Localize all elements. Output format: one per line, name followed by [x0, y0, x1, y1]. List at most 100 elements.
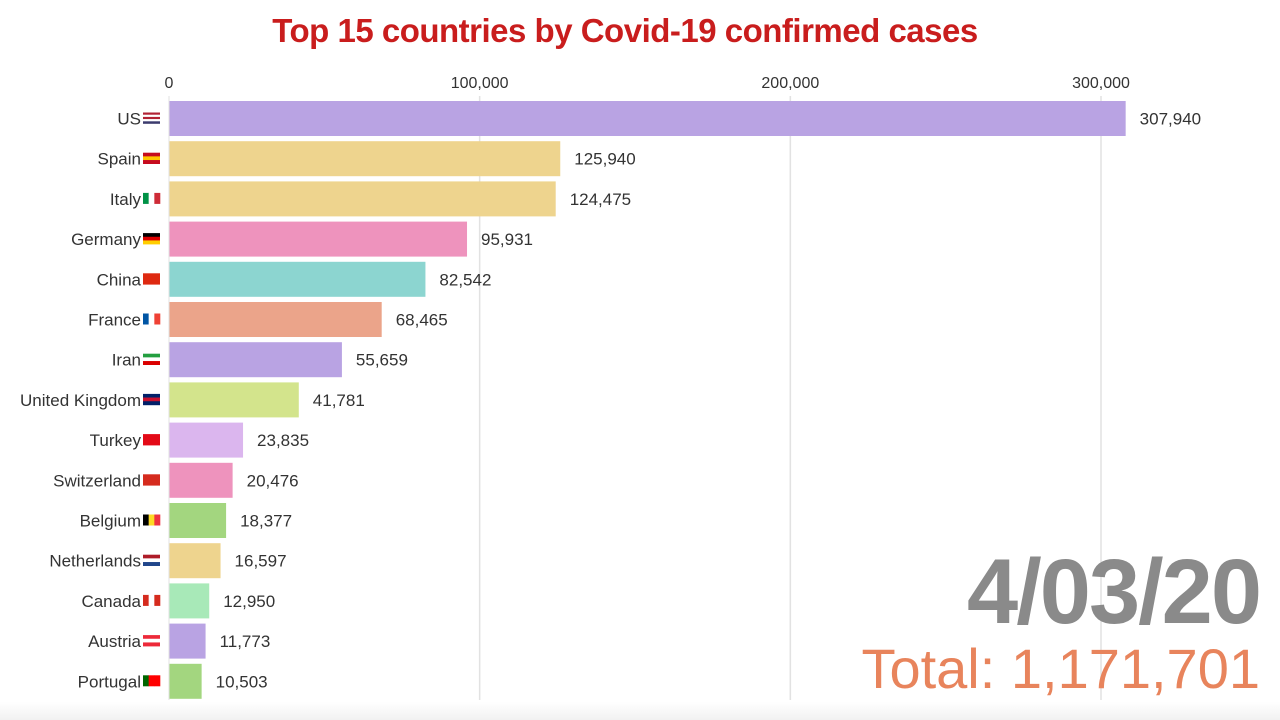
bar-spain: [169, 141, 561, 177]
country-label: Switzerland: [53, 471, 141, 490]
flag-stripe: [143, 116, 160, 120]
flag-stripe: [148, 675, 155, 687]
flag-stripe: [143, 594, 149, 606]
total-label: Total: 1,171,701: [861, 637, 1260, 700]
flag-stripe: [148, 594, 155, 606]
chart-title: Top 15 countries by Covid-19 confirmed c…: [272, 12, 978, 49]
flag-stripe: [143, 361, 160, 365]
flag-stripe: [143, 233, 160, 238]
flag-stripe: [143, 558, 160, 563]
flag-stripe: [154, 675, 161, 687]
flag-stripe: [148, 514, 155, 526]
bar-china: [169, 261, 426, 297]
flag-icon: [143, 192, 161, 204]
country-label: Italy: [110, 190, 142, 209]
value-label: 307,940: [1140, 110, 1201, 129]
value-label: 68,465: [396, 311, 448, 330]
flag-stripe: [143, 152, 160, 157]
flag-stripe: [148, 313, 155, 325]
bar-us: [169, 101, 1126, 136]
bar-switzerland: [169, 462, 233, 498]
flag-icon: [143, 635, 160, 647]
flag-stripe: [143, 114, 160, 118]
flag-icon: [143, 594, 161, 606]
flag-stripe: [143, 192, 149, 204]
country-label: United Kingdom: [20, 391, 141, 410]
flag-stripe: [143, 642, 160, 647]
flag-icon: [143, 233, 160, 245]
flag-stripe: [143, 635, 160, 640]
flag-icon: [143, 112, 160, 124]
flag-stripe: [143, 156, 160, 161]
country-label: China: [97, 270, 142, 289]
flag-icon: [143, 514, 161, 526]
flag-stripe: [143, 514, 149, 526]
bar-germany: [169, 221, 468, 257]
flag-stripe: [143, 353, 160, 358]
bar-austria: [169, 623, 206, 659]
country-label: Belgium: [80, 512, 141, 531]
flag-icon: [143, 675, 161, 687]
x-tick-label: 100,000: [451, 75, 509, 92]
flag-stripe: [143, 434, 160, 446]
country-label: Turkey: [90, 431, 142, 450]
country-label: Portugal: [78, 672, 141, 691]
flag-stripe: [143, 638, 160, 643]
value-label: 12,950: [223, 592, 275, 611]
flag-stripe: [143, 121, 160, 124]
flag-icon: [143, 152, 160, 164]
bar-belgium: [169, 503, 227, 538]
flag-icon: [143, 434, 160, 446]
flag-stripe: [154, 313, 161, 325]
country-label: Netherlands: [49, 552, 141, 571]
flag-stripe: [143, 240, 160, 245]
country-label: Canada: [81, 592, 141, 611]
country-label: Spain: [98, 150, 141, 169]
flag-stripe: [143, 160, 160, 164]
value-label: 16,597: [235, 552, 287, 571]
value-label: 18,377: [240, 512, 292, 531]
value-label: 20,476: [247, 471, 299, 490]
value-label: 41,781: [313, 391, 365, 410]
country-label: Austria: [88, 632, 141, 651]
flag-stripe: [143, 119, 160, 122]
value-label: 124,475: [570, 190, 631, 209]
x-tick-label: 300,000: [1072, 75, 1130, 92]
flag-stripe: [143, 393, 160, 398]
flag-stripe: [143, 675, 149, 687]
value-label: 95,931: [481, 230, 533, 249]
value-label: 82,542: [439, 270, 491, 289]
bar-france: [169, 302, 382, 337]
country-label: France: [88, 311, 141, 330]
flag-icon: [143, 393, 160, 406]
flag-stripe: [143, 273, 160, 285]
flag-stripe: [143, 562, 160, 566]
flag-stripe: [143, 357, 160, 362]
flag-stripe: [143, 397, 160, 402]
flag-stripe: [148, 192, 155, 204]
flag-stripe: [143, 401, 160, 406]
flag-icon: [143, 273, 160, 285]
bar-portugal: [169, 663, 202, 699]
bar-turkey: [169, 422, 244, 458]
flag-stripe: [154, 594, 161, 606]
flag-stripe: [143, 313, 149, 325]
flag-stripe: [154, 514, 161, 526]
flag-stripe: [143, 236, 160, 241]
flag-icon: [143, 554, 160, 566]
country-label: Germany: [71, 230, 141, 249]
value-label: 23,835: [257, 431, 309, 450]
value-label: 11,773: [220, 632, 271, 651]
bar-italy: [169, 181, 556, 217]
flag-icon: [143, 474, 160, 486]
x-tick-label: 200,000: [761, 75, 819, 92]
bottom-shade: [0, 702, 1280, 720]
flag-stripe: [143, 474, 160, 486]
flag-icon: [143, 353, 160, 365]
flag-stripe: [154, 192, 161, 204]
country-label: US: [117, 110, 141, 129]
flag-stripe: [143, 554, 160, 559]
bar-netherlands: [169, 543, 221, 579]
bar-iran: [169, 342, 342, 378]
